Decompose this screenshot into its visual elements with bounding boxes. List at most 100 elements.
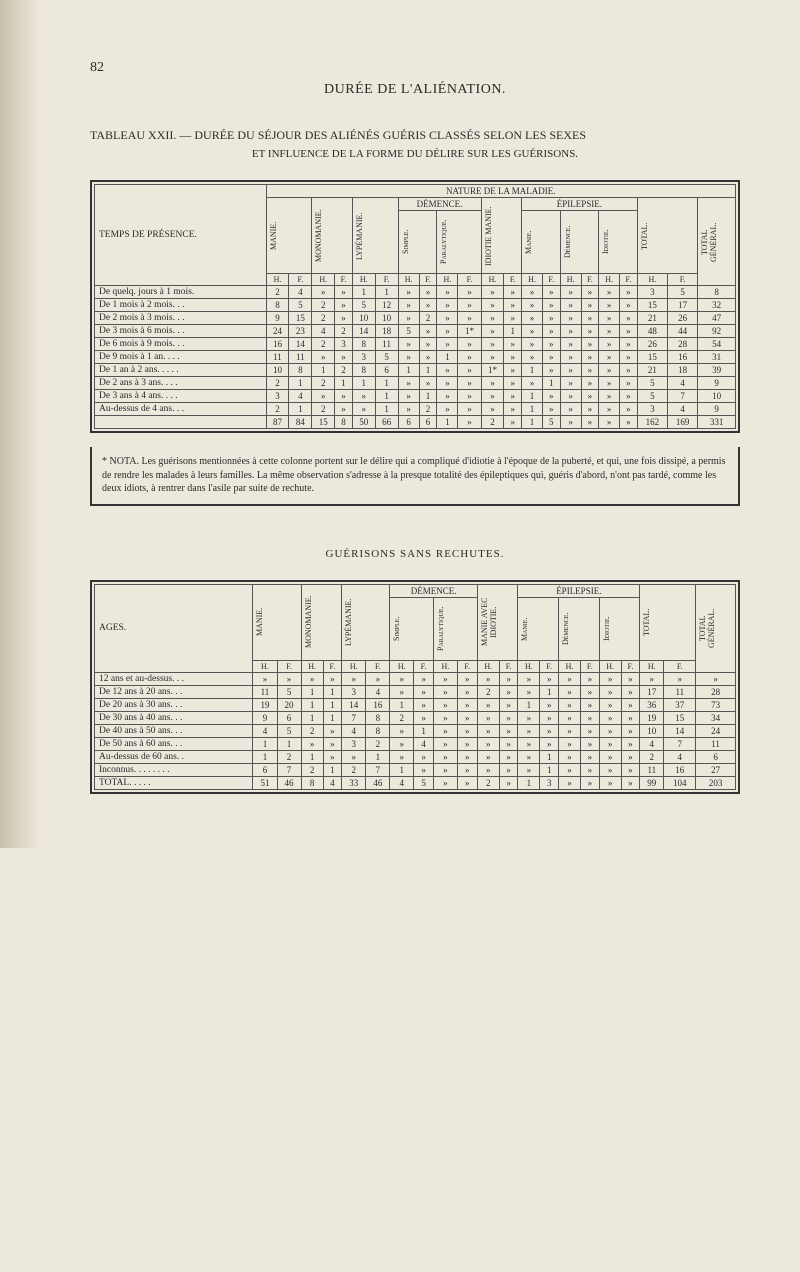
- cell: »: [581, 325, 599, 338]
- cell: 1: [419, 390, 437, 403]
- cell: 1: [301, 685, 323, 698]
- mid-title: GUÉRISONS SANS RECHUTES.: [90, 548, 740, 560]
- cell: 27: [696, 763, 736, 776]
- cell: »: [518, 685, 540, 698]
- page-header: DURÉE DE L'ALIÉNATION.: [90, 82, 740, 98]
- cell: »: [477, 698, 499, 711]
- cell: »: [352, 403, 375, 416]
- cell: 4: [366, 685, 390, 698]
- cell: »: [621, 724, 640, 737]
- cell: 7: [277, 763, 301, 776]
- cell: 21: [637, 312, 667, 325]
- cell: 11: [266, 351, 289, 364]
- cell: »: [414, 750, 434, 763]
- cell: »: [518, 750, 540, 763]
- total-cell: »: [559, 776, 581, 789]
- cell: »: [335, 390, 353, 403]
- cell: 4: [668, 403, 698, 416]
- cell: »: [542, 299, 560, 312]
- cell: »: [335, 312, 353, 325]
- cell: 6: [375, 364, 398, 377]
- cell: 11: [640, 763, 664, 776]
- cell: »: [458, 377, 481, 390]
- cell: 1: [375, 390, 398, 403]
- cell: 11: [253, 685, 277, 698]
- row-label: De 30 ans à 40 ans. . .: [95, 711, 253, 724]
- row-label: 12 ans et au-dessus. . .: [95, 672, 253, 685]
- cell: »: [323, 672, 342, 685]
- cell: »: [301, 672, 323, 685]
- cell: 1: [352, 286, 375, 299]
- cell: 31: [698, 351, 736, 364]
- cell: »: [581, 299, 599, 312]
- cell: »: [504, 403, 522, 416]
- cell: »: [542, 403, 560, 416]
- cell: »: [559, 698, 581, 711]
- row-label: De 6 mois à 9 mois. . .: [95, 338, 267, 351]
- cell: 17: [640, 685, 664, 698]
- cell: 1*: [481, 364, 504, 377]
- total-cell: 50: [352, 416, 375, 429]
- cell: »: [620, 312, 638, 325]
- col-ep-demence: Démence.: [563, 212, 572, 272]
- cell: »: [559, 672, 581, 685]
- cell: »: [398, 312, 419, 325]
- col2-demence: DÉMENCE.: [390, 584, 477, 597]
- cell: »: [366, 672, 390, 685]
- cell: »: [620, 286, 638, 299]
- cell: »: [560, 338, 581, 351]
- row-label: Au-dessus de 4 ans. . .: [95, 403, 267, 416]
- cell: »: [560, 364, 581, 377]
- table-row: De 20 ans à 30 ans. . .19201114161»»»»»1…: [95, 698, 736, 711]
- cell: 16: [266, 338, 289, 351]
- hf-h: H.: [522, 274, 543, 286]
- total-cell: »: [504, 416, 522, 429]
- cell: »: [458, 286, 481, 299]
- cell: »: [477, 737, 499, 750]
- cell: »: [581, 685, 600, 698]
- cell: »: [335, 403, 353, 416]
- cell: 1: [289, 377, 312, 390]
- cell: 19: [253, 698, 277, 711]
- cell: »: [620, 403, 638, 416]
- cell: 6: [277, 711, 301, 724]
- total-row: 87841585066661»2»15»»»»162169331: [95, 416, 736, 429]
- cell: 18: [668, 364, 698, 377]
- col2-monomanie: MONOMANIE.: [304, 592, 313, 652]
- total-row: TOTAL. . . . .514684334645»»2»13»»»»9910…: [95, 776, 736, 789]
- table-row: De 2 ans à 3 ans. . . .212111»»»»»»»1»»»…: [95, 377, 736, 390]
- cell: 1: [352, 377, 375, 390]
- cell: »: [457, 763, 477, 776]
- cell: 44: [668, 325, 698, 338]
- total-label: [95, 416, 267, 429]
- cell: 1: [289, 403, 312, 416]
- col-total: TOTAL.: [640, 206, 649, 266]
- cell: »: [599, 364, 620, 377]
- table-row: De 9 mois à 1 an. . . .1111»»35»»1»»»»»»…: [95, 351, 736, 364]
- cell: 3: [335, 338, 353, 351]
- cell: 3: [266, 390, 289, 403]
- hf-f: F.: [504, 274, 522, 286]
- cell: »: [253, 672, 277, 685]
- cell: »: [620, 377, 638, 390]
- total-cell: 87: [266, 416, 289, 429]
- cell: 6: [696, 750, 736, 763]
- cell: »: [301, 737, 323, 750]
- cell: 1: [398, 364, 419, 377]
- cell: »: [414, 711, 434, 724]
- cell: »: [323, 737, 342, 750]
- cell: 14: [664, 724, 696, 737]
- cell: »: [437, 312, 458, 325]
- hf-h: H.: [301, 660, 323, 672]
- cell: 16: [668, 351, 698, 364]
- row-label: De 2 ans à 3 ans. . . .: [95, 377, 267, 390]
- cell: 2: [390, 711, 414, 724]
- hf-f: F.: [542, 274, 560, 286]
- hf-h: H.: [253, 660, 277, 672]
- hf-f: F.: [668, 274, 698, 286]
- cell: »: [581, 750, 600, 763]
- cell: »: [599, 403, 620, 416]
- cell: »: [542, 390, 560, 403]
- cell: »: [481, 403, 504, 416]
- cell: »: [437, 338, 458, 351]
